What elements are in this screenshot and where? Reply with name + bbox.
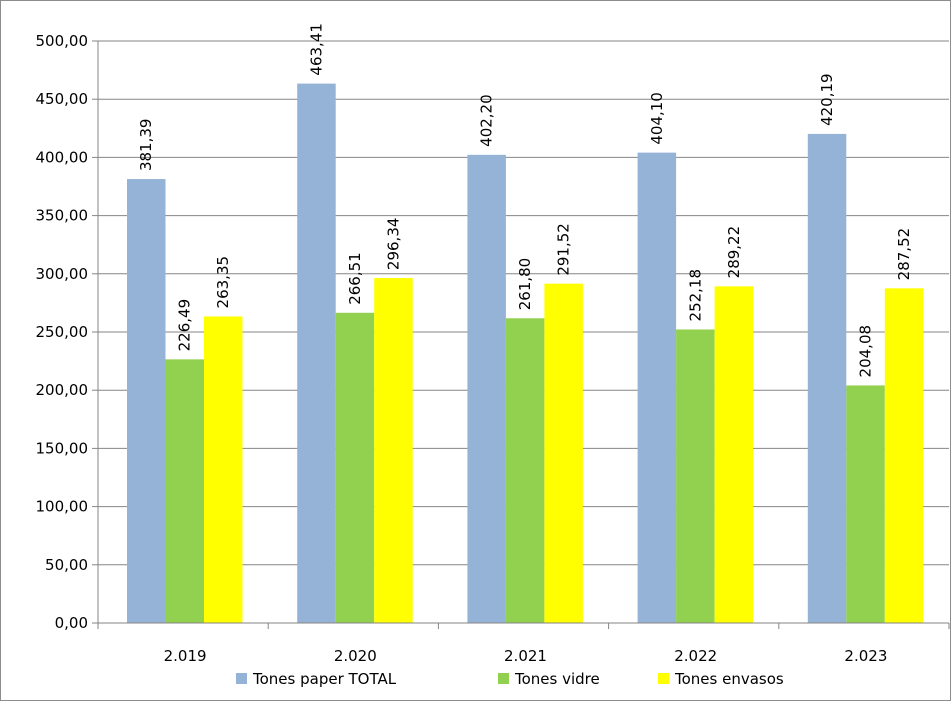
bar bbox=[807, 133, 847, 623]
data-label: 226,49 bbox=[176, 299, 194, 352]
y-tick-label: 400,00 bbox=[36, 148, 89, 166]
bar bbox=[505, 318, 545, 623]
legend-swatch bbox=[658, 673, 669, 684]
data-label: 381,39 bbox=[137, 119, 155, 172]
x-tick-label: 2.022 bbox=[674, 647, 717, 665]
legend-label: Tones envasos bbox=[674, 670, 784, 688]
data-label: 266,51 bbox=[346, 252, 364, 305]
x-tick-label: 2.023 bbox=[844, 647, 887, 665]
y-tick-label: 450,00 bbox=[36, 90, 89, 108]
data-label: 289,22 bbox=[725, 226, 743, 279]
data-label: 296,34 bbox=[384, 218, 402, 271]
legend-label: Tones vidre bbox=[514, 670, 600, 688]
legend-swatch bbox=[236, 673, 247, 684]
data-label: 263,35 bbox=[214, 256, 232, 309]
x-tick-label: 2.020 bbox=[334, 647, 377, 665]
x-tick-label: 2.019 bbox=[164, 647, 207, 665]
data-label: 463,41 bbox=[307, 23, 325, 76]
data-label: 291,52 bbox=[555, 223, 573, 276]
data-label: 261,80 bbox=[516, 258, 534, 311]
y-tick-label: 150,00 bbox=[36, 439, 89, 457]
legend-swatch bbox=[498, 673, 509, 684]
data-label: 420,19 bbox=[818, 73, 836, 126]
data-labels: 381,39 463,41 402,20 404,10 420,19 226,49 266,… bbox=[137, 23, 913, 377]
y-tick-label: 0,00 bbox=[55, 614, 88, 632]
bar bbox=[884, 288, 924, 623]
bar bbox=[544, 283, 583, 623]
y-tick-label: 100,00 bbox=[36, 498, 89, 516]
data-label: 402,20 bbox=[478, 94, 496, 147]
bar bbox=[846, 385, 885, 623]
bar bbox=[467, 154, 506, 623]
bar bbox=[676, 329, 715, 623]
bar bbox=[374, 278, 413, 623]
bar bbox=[165, 359, 204, 623]
legend-label: Tones paper TOTAL bbox=[252, 670, 397, 688]
data-label: 252,18 bbox=[686, 269, 704, 322]
y-tick-label: 200,00 bbox=[36, 381, 89, 399]
bar bbox=[637, 152, 677, 623]
axes: 0,00 50,00 100,00 150,00 200,00 250,00 300,00 3… bbox=[36, 32, 950, 665]
x-tick-label: 2.021 bbox=[504, 647, 547, 665]
bar bbox=[297, 83, 336, 623]
y-tick-label: 250,00 bbox=[36, 323, 89, 341]
bar bbox=[204, 316, 243, 623]
y-tick-label: 500,00 bbox=[36, 32, 89, 50]
bar bbox=[714, 286, 754, 623]
y-tick-label: 50,00 bbox=[45, 556, 88, 574]
bar bbox=[127, 179, 166, 623]
bar bbox=[335, 312, 375, 623]
y-tick-label: 300,00 bbox=[36, 265, 89, 283]
data-label: 204,08 bbox=[857, 325, 875, 378]
y-tick-label: 350,00 bbox=[36, 207, 89, 225]
data-label: 287,52 bbox=[895, 228, 913, 281]
legend: Tones paper TOTAL Tones vidre Tones envaso… bbox=[236, 670, 784, 688]
data-label: 404,10 bbox=[648, 92, 666, 145]
bars bbox=[127, 83, 924, 623]
